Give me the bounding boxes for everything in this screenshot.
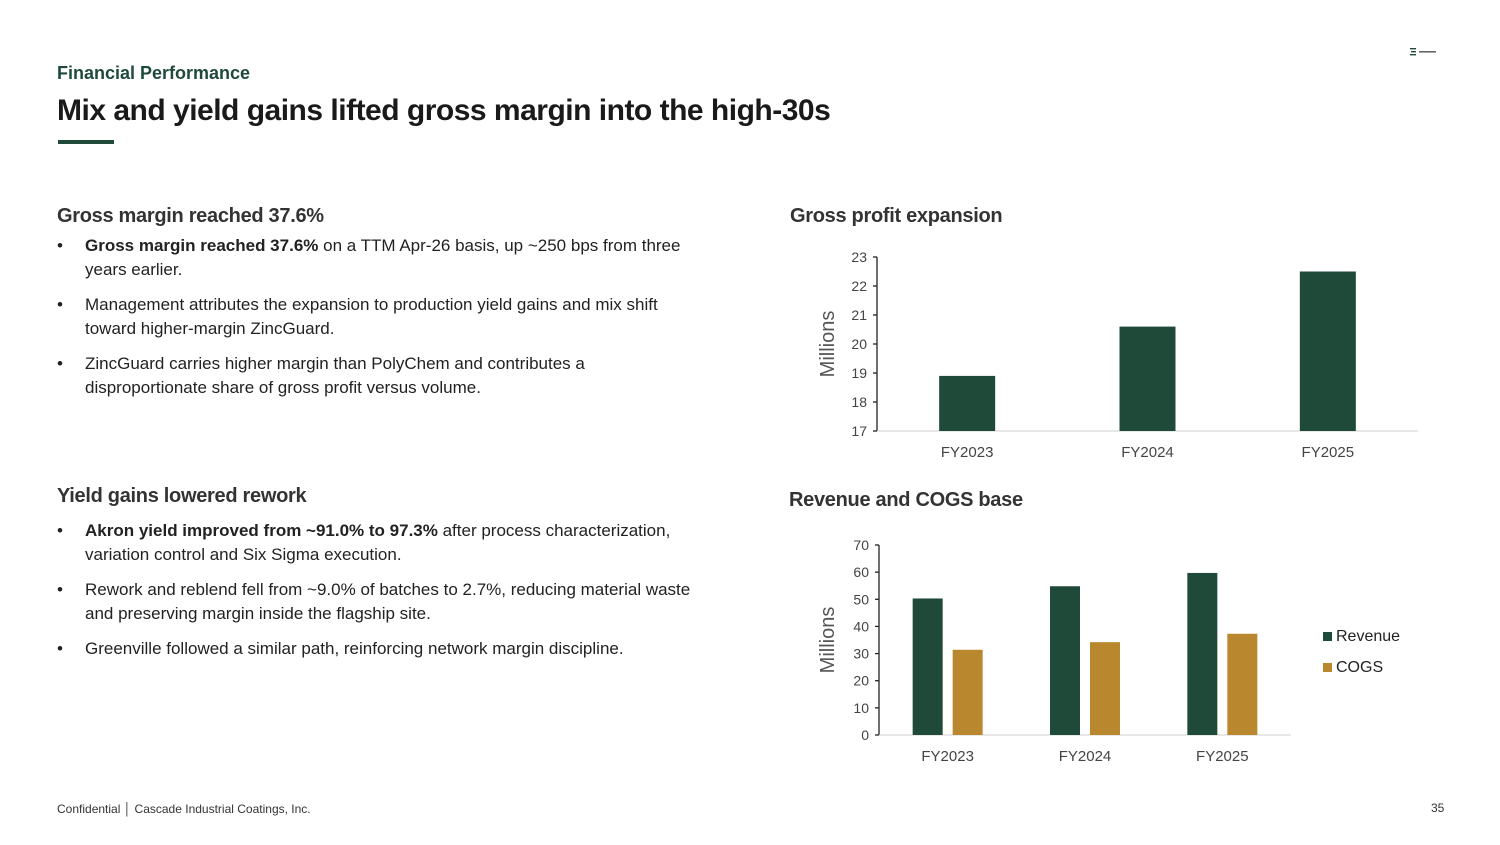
- bullet-item: Rework and reblend fell from ~9.0% of ba…: [57, 578, 707, 625]
- y-tick-label: 20: [853, 673, 869, 689]
- legend-label-cogs: COGS: [1336, 659, 1383, 676]
- bullet-bold-text: Gross margin reached 37.6%: [85, 236, 319, 255]
- bar-revenue-fy2023: [912, 598, 943, 735]
- x-tick-label: FY2025: [1196, 748, 1249, 765]
- y-tick-label: 22: [851, 278, 867, 294]
- title-underline: [58, 140, 114, 144]
- bullet-text: on a TTM Apr-26 basis, up ~250 bps from …: [85, 236, 681, 279]
- bullet-text: Management attributes the expansion to p…: [85, 295, 658, 338]
- y-tick-label: 70: [853, 537, 869, 553]
- bar-cogs-fy2023: [952, 649, 983, 735]
- x-tick-label: FY2023: [921, 748, 974, 765]
- bar-cogs-fy2025: [1227, 633, 1258, 735]
- page-number: 35: [1431, 801, 1445, 815]
- bullet-item: Management attributes the expansion to p…: [57, 293, 707, 340]
- chart-title-revenue-cogs: Revenue and COGS base: [789, 489, 1023, 511]
- legend-swatch-revenue: [1323, 632, 1332, 641]
- x-tick-label: FY2023: [941, 444, 994, 461]
- section-eyebrow: Financial Performance: [57, 63, 251, 83]
- footer-confidential: Confidential │ Cascade Industrial Coatin…: [57, 802, 311, 816]
- legend-swatch-cogs: [1323, 663, 1332, 672]
- bullet-item: ZincGuard carries higher margin than Pol…: [57, 352, 707, 399]
- x-tick-label: FY2025: [1302, 444, 1355, 461]
- company-logo: [1410, 44, 1438, 62]
- y-tick-label: 50: [853, 591, 869, 607]
- page-title: Mix and yield gains lifted gross margin …: [57, 94, 831, 127]
- y-tick-label: 18: [851, 394, 867, 410]
- y-tick-label: 23: [851, 249, 867, 265]
- yield-bullets: Akron yield improved from ~91.0% to 97.3…: [57, 519, 707, 673]
- bullet-item: Greenville followed a similar path, rein…: [57, 637, 707, 661]
- revenue-cogs-chart: 0 10 20 30 40 50 60 70 Millions FY2023 FY2024 FY202…: [817, 537, 1400, 765]
- x-tick-label: FY2024: [1059, 748, 1112, 765]
- bullet-text: Greenville followed a similar path, rein…: [85, 639, 624, 658]
- bullet-text: Rework and reblend fell from ~9.0% of ba…: [85, 580, 691, 623]
- y-tick-label: 60: [853, 564, 869, 580]
- bullet-item: Akron yield improved from ~91.0% to 97.3…: [57, 519, 707, 566]
- gross-profit-chart: 17 18 19 20 21 22 23 Millions FY2023 FY2024 FY2025: [817, 249, 1418, 461]
- bullet-text: after process characterization, variatio…: [85, 521, 671, 564]
- bar-gross-profit-fy2023: [939, 375, 996, 431]
- gross-margin-bullets: Gross margin reached 37.6% on a TTM Apr-…: [57, 234, 707, 411]
- y-tick-label: 30: [853, 646, 869, 662]
- bar-revenue-fy2025: [1187, 572, 1218, 735]
- bullet-bold-text: Akron yield improved from ~91.0% to 97.3…: [85, 521, 438, 540]
- bar-gross-profit-fy2024: [1119, 326, 1176, 431]
- y-tick-label: 40: [853, 618, 869, 634]
- section-heading-gross-margin: Gross margin reached 37.6%: [57, 205, 324, 227]
- section-heading-yield: Yield gains lowered rework: [57, 485, 307, 507]
- y-axis-title: Millions: [817, 311, 839, 378]
- bullet-item: Gross margin reached 37.6% on a TTM Apr-…: [57, 234, 707, 281]
- bar-revenue-fy2024: [1050, 586, 1080, 735]
- y-axis-title: Millions: [817, 607, 839, 674]
- y-tick-label: 17: [851, 423, 867, 439]
- y-tick-label: 0: [861, 727, 869, 743]
- y-tick-label: 10: [853, 700, 869, 716]
- bar-gross-profit-fy2025: [1299, 271, 1356, 431]
- bullet-text: ZincGuard carries higher margin than Pol…: [85, 354, 585, 397]
- legend-label-revenue: Revenue: [1336, 628, 1400, 645]
- bar-cogs-fy2024: [1090, 642, 1120, 735]
- x-tick-label: FY2024: [1121, 444, 1174, 461]
- chart-title-gross-profit: Gross profit expansion: [790, 205, 1003, 227]
- y-tick-label: 21: [851, 307, 867, 323]
- y-tick-label: 19: [851, 365, 867, 381]
- y-tick-label: 20: [851, 336, 867, 352]
